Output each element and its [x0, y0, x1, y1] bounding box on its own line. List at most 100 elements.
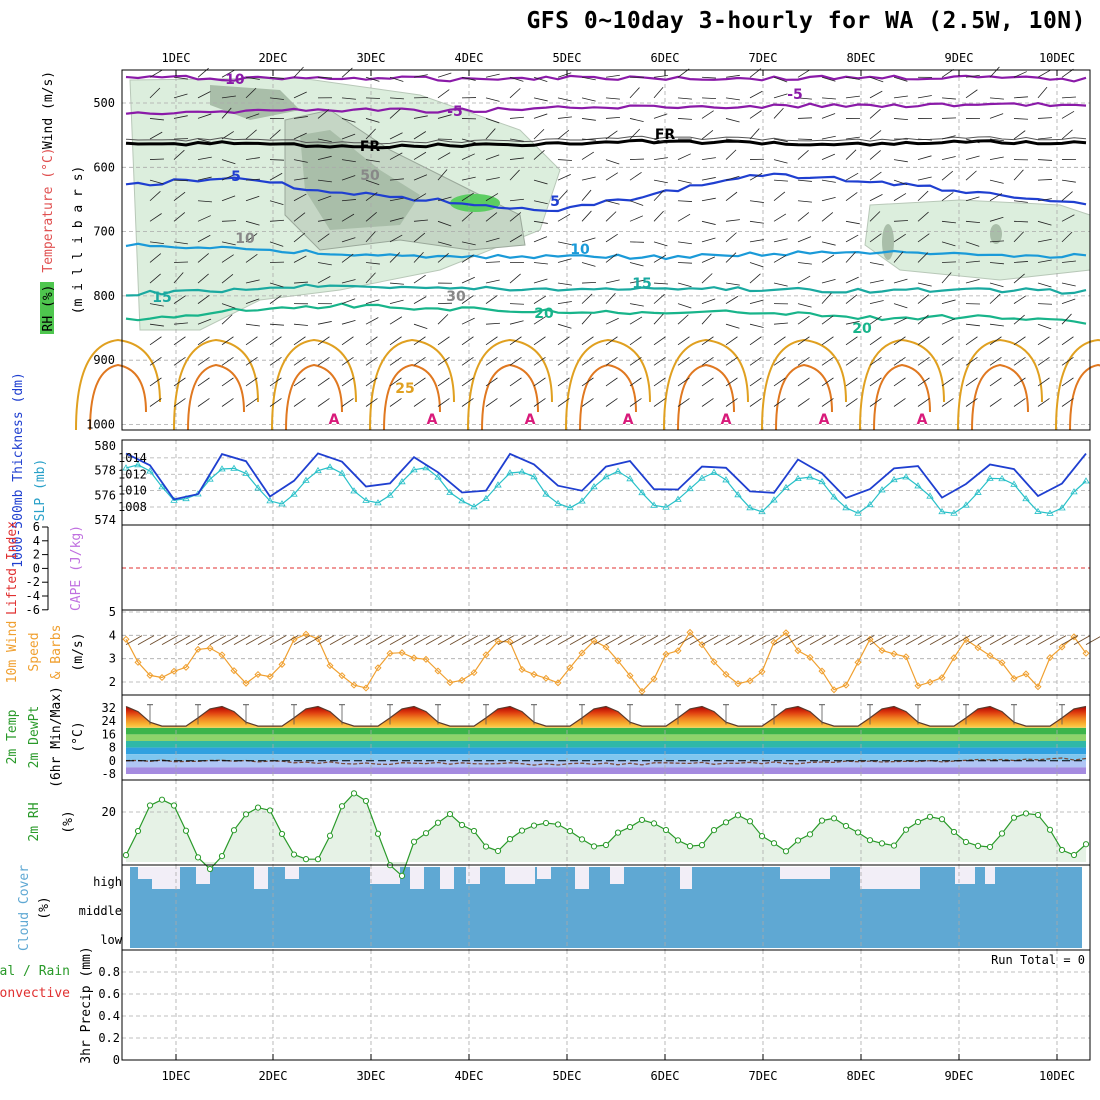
chart-title: GFS 0~10day 3-hourly for WA (2.5W, 10N)	[526, 8, 1086, 34]
wind-barb	[533, 179, 548, 185]
rh-marker	[986, 843, 994, 851]
wind-speed-marker	[950, 654, 958, 662]
wind-barb	[917, 138, 932, 141]
wind-barb	[533, 262, 548, 265]
wind-barb	[749, 299, 764, 305]
wind-barb	[365, 118, 380, 123]
wind-barb	[845, 136, 860, 140]
wind-barb	[893, 95, 908, 99]
wind-barb	[437, 89, 450, 99]
wind-barb	[605, 377, 618, 387]
slp-marker	[902, 473, 910, 480]
slp-marker	[722, 476, 730, 483]
wind-barb	[413, 323, 428, 329]
wind-barb	[1037, 220, 1052, 226]
wind-barb	[677, 262, 693, 264]
wind-barb	[1013, 314, 1025, 325]
slp-marker	[446, 488, 454, 495]
rh-marker	[1070, 851, 1078, 859]
slp-marker	[218, 465, 226, 472]
slp-marker	[1022, 494, 1030, 502]
wind-barb	[581, 281, 597, 284]
wind-barb	[245, 178, 260, 181]
slp-marker	[962, 501, 970, 508]
wind-barb	[653, 398, 666, 407]
wind-barb	[533, 149, 545, 160]
wind-barb	[965, 323, 980, 327]
wind-barb	[653, 336, 666, 346]
cloud-gap	[285, 867, 299, 879]
slp-marker	[734, 491, 742, 498]
date-label-top: 5DEC	[553, 51, 582, 65]
wind-barb	[605, 253, 618, 263]
wind-barb	[557, 258, 572, 263]
slp-marker	[266, 497, 274, 504]
wind-barb	[701, 273, 713, 284]
wind-barb	[989, 240, 1004, 243]
surface-mark: A	[623, 412, 634, 428]
wind-barb	[293, 177, 308, 181]
wind-barb	[629, 356, 642, 366]
surface-wind-barb	[437, 635, 455, 646]
cloud-ylabel: Cloud Cover	[17, 865, 32, 951]
wind-barb	[869, 171, 882, 181]
wind-speed-marker	[1022, 670, 1030, 678]
surface-wind-barb	[281, 635, 299, 646]
surface-wind-barb	[821, 635, 839, 646]
wind-barb	[437, 196, 452, 202]
wind-barb	[221, 398, 234, 407]
warm-contour	[285, 363, 343, 431]
wind-barb	[557, 336, 570, 346]
surface-wind-barb	[389, 635, 407, 646]
wind-barb	[437, 398, 450, 407]
wind-barb	[629, 118, 644, 123]
slp-marker	[302, 476, 310, 483]
wind-barb	[149, 179, 164, 185]
wind-speed-marker	[830, 686, 838, 694]
wind-barb	[293, 281, 308, 284]
wind-barb	[821, 279, 836, 284]
wind-speed-marker	[362, 684, 370, 692]
wind-barb	[485, 73, 500, 78]
isotherm-line	[125, 242, 1087, 261]
rh-marker	[650, 820, 658, 827]
surface-wind-barb	[485, 635, 503, 646]
temp-band	[126, 767, 1086, 774]
wind-barb	[1013, 377, 1026, 387]
wind-barb	[365, 128, 376, 140]
wind-barb	[1037, 198, 1052, 202]
slp-marker	[818, 477, 826, 485]
wind-barb	[797, 212, 810, 222]
wind-barb	[365, 211, 377, 222]
wind-barb	[389, 282, 404, 285]
wind-barb	[413, 131, 427, 140]
wind-barb	[413, 151, 427, 160]
lifted-tick-label: -6	[26, 603, 40, 617]
wind-barb	[221, 254, 234, 263]
wind-barb	[293, 323, 308, 326]
surface-wind-barb	[1061, 635, 1079, 646]
wind-barb	[557, 173, 571, 181]
wind-barb	[677, 314, 689, 325]
rh-marker	[830, 815, 838, 822]
rh-marker	[374, 830, 382, 837]
contour-label: 20	[852, 321, 872, 337]
surface-wind-barb	[545, 635, 563, 646]
wind-barb	[605, 74, 620, 78]
wind-barb	[581, 356, 594, 366]
slp-marker	[842, 504, 850, 511]
wind-barb	[701, 110, 714, 119]
wind-barb	[293, 66, 304, 78]
wind-speed-marker	[638, 687, 646, 695]
slp-marker	[578, 497, 586, 504]
surface-wind-barb	[689, 635, 707, 646]
wind-barb	[965, 170, 977, 181]
wind-barb	[653, 282, 668, 285]
wind-barb	[1013, 231, 1024, 243]
slp-marker	[878, 486, 886, 493]
wind-barb	[701, 237, 716, 243]
temp-band	[126, 754, 1086, 761]
wind-barb	[965, 89, 978, 99]
wind-speed-marker	[854, 658, 862, 666]
wind-speed-marker	[218, 651, 226, 659]
